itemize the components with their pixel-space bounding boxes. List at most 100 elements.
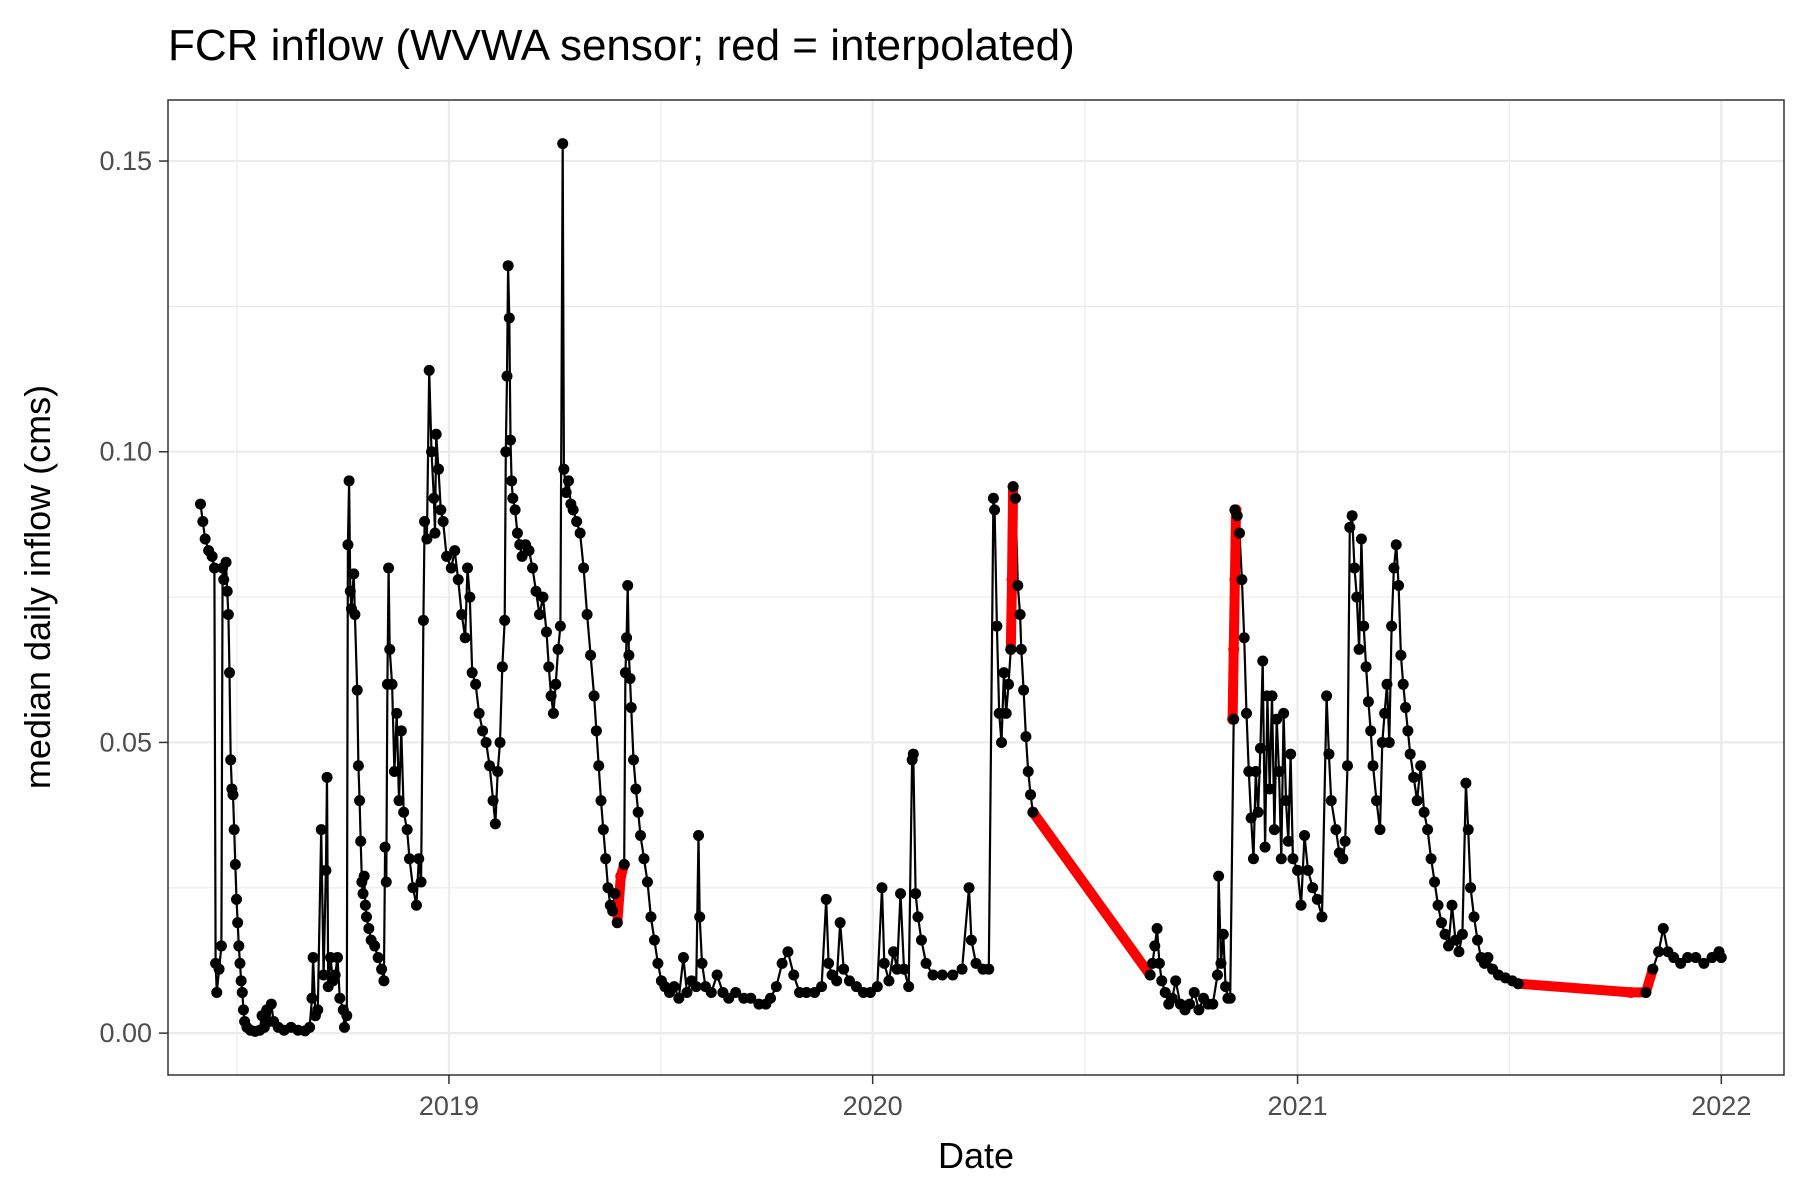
- observed-point: [393, 795, 405, 807]
- observed-point: [543, 661, 555, 673]
- interpolated-line: [1005, 481, 1019, 655]
- observed-point: [1153, 957, 1165, 969]
- observed-point: [1337, 853, 1349, 865]
- observed-point: [1299, 829, 1311, 841]
- observed-point: [1346, 510, 1358, 522]
- observed-point: [432, 463, 444, 475]
- observed-point: [632, 806, 644, 818]
- observed-point: [1379, 707, 1391, 719]
- x-tick-label: 2020: [843, 1091, 903, 1121]
- observed-point: [501, 370, 513, 382]
- observed-point: [1415, 760, 1427, 772]
- observed-point: [1240, 707, 1252, 719]
- observed-point: [1285, 748, 1297, 760]
- observed-point: [318, 969, 330, 981]
- observed-point: [1215, 957, 1227, 969]
- observed-point: [609, 888, 621, 900]
- observed-point: [410, 899, 422, 911]
- observed-point: [344, 585, 356, 597]
- observed-point: [1207, 998, 1219, 1010]
- observed-point: [235, 975, 247, 987]
- observed-point: [1268, 824, 1280, 836]
- observed-point: [1292, 864, 1304, 876]
- observed-point: [1282, 835, 1294, 847]
- observed-point: [1360, 661, 1372, 673]
- x-axis-title: Date: [938, 1135, 1014, 1176]
- observed-point: [1381, 678, 1393, 690]
- interpolated-point: [615, 870, 627, 882]
- observed-point: [221, 585, 233, 597]
- observed-point: [652, 957, 664, 969]
- observed-point: [1351, 591, 1363, 603]
- observed-point: [963, 882, 975, 894]
- observed-point: [903, 981, 915, 993]
- observed-point: [1234, 527, 1246, 539]
- observed-point: [1316, 911, 1328, 923]
- observed-point: [560, 486, 572, 498]
- observed-point: [369, 940, 381, 952]
- observed-point: [895, 888, 907, 900]
- observed-point: [225, 754, 237, 766]
- observed-point: [423, 364, 435, 376]
- observed-point: [1386, 620, 1398, 632]
- observed-point: [1330, 824, 1342, 836]
- observed-point: [1355, 533, 1367, 545]
- observed-point: [593, 760, 605, 772]
- observed-point: [1365, 725, 1377, 737]
- observed-point: [1472, 934, 1484, 946]
- observed-point: [1005, 643, 1017, 655]
- observed-point: [1339, 835, 1351, 847]
- observed-point: [218, 574, 230, 586]
- observed-point: [1323, 748, 1335, 760]
- observed-point: [506, 475, 518, 487]
- observed-point: [357, 888, 369, 900]
- observed-point: [1257, 655, 1269, 667]
- observed-point: [1640, 986, 1652, 998]
- observed-point: [1647, 963, 1659, 975]
- observed-point: [552, 643, 564, 655]
- observed-point: [211, 986, 223, 998]
- observed-point: [1358, 620, 1370, 632]
- observed-point: [823, 957, 835, 969]
- observed-point: [1213, 870, 1225, 882]
- observed-point: [1422, 824, 1434, 836]
- observed-point: [645, 911, 657, 923]
- observed-point: [641, 876, 653, 888]
- observed-point: [965, 934, 977, 946]
- observed-point: [1325, 795, 1337, 807]
- observed-point: [1462, 824, 1474, 836]
- observed-point: [215, 940, 227, 952]
- observed-point: [1393, 579, 1405, 591]
- observed-point: [567, 504, 579, 516]
- observed-point: [878, 957, 890, 969]
- observed-point: [352, 760, 364, 772]
- observed-point: [634, 829, 646, 841]
- observed-point: [237, 1004, 249, 1016]
- observed-point: [1425, 853, 1437, 865]
- observed-point: [1273, 766, 1285, 778]
- observed-point: [611, 917, 623, 929]
- observed-point: [413, 853, 425, 865]
- observed-point: [1311, 893, 1323, 905]
- observed-point: [1280, 795, 1292, 807]
- observed-point: [1278, 707, 1290, 719]
- interpolated-point: [1228, 643, 1240, 655]
- observed-point: [912, 911, 924, 923]
- observed-point: [898, 963, 910, 975]
- observed-point: [1307, 882, 1319, 894]
- observed-point: [487, 795, 499, 807]
- observed-point: [229, 859, 241, 871]
- interpolated-line: [1027, 807, 1156, 980]
- observed-point: [206, 550, 218, 562]
- observed-point: [770, 981, 782, 993]
- observed-point: [1715, 952, 1727, 964]
- observed-point: [452, 574, 464, 586]
- observed-point: [547, 707, 559, 719]
- observed-point: [342, 539, 354, 551]
- observed-point: [195, 498, 207, 510]
- observed-point: [537, 591, 549, 603]
- observed-point: [834, 917, 846, 929]
- observed-point: [507, 492, 519, 504]
- observed-point: [998, 667, 1010, 679]
- observed-point: [711, 969, 723, 981]
